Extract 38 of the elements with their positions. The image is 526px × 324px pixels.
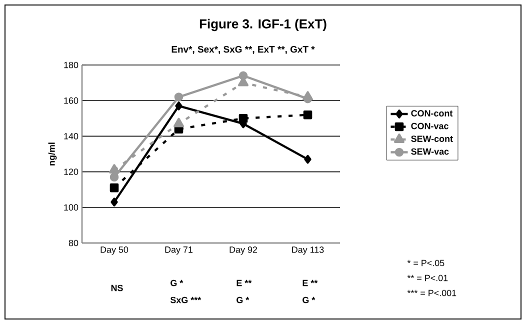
y-tick-label: 100 [64,204,78,211]
text: E ** [236,280,252,286]
point [110,172,119,182]
text: SxG *** [170,296,202,304]
y-tick-label: 120 [64,168,78,175]
y-tick-label: 180 [64,62,78,68]
point [109,164,120,174]
text: NS [111,284,123,292]
legend-label: SEW-vac [411,148,449,155]
x-tick-label: Day 92 [230,246,257,255]
text: G * [236,296,250,304]
legend-label: CON-vac [411,122,448,130]
point [303,110,312,120]
text: ** = P<.01 [407,274,448,282]
point [174,118,184,128]
y-axis-title: ng/ml [48,142,57,166]
y-tick-label: 140 [64,133,78,140]
x-tick-label: Day 71 [165,246,193,255]
point [175,102,182,110]
legend-label: SEW-cont [411,136,453,142]
chart-subtitle: Env*, Sex*, SxG **, ExT **, GxT * [172,46,315,54]
text: G * [302,296,316,304]
point [238,114,248,123]
text: * = P<.05 [407,260,444,266]
text: G * [170,280,184,286]
point [110,183,119,192]
legend-label: CON-cont [411,110,453,116]
chart-title: Figure 3. IGF-1 (ExT) [200,18,326,32]
text: *** = P<.001 [407,290,456,296]
point [238,71,248,80]
y-tick-label: 80 [68,240,78,246]
y-tick-label: 160 [64,97,78,104]
x-tick-label: Day 50 [100,246,128,255]
point [304,154,312,164]
text: E ** [302,280,318,286]
point [174,92,184,102]
x-tick-label: Day 113 [292,246,324,255]
point [110,198,118,206]
